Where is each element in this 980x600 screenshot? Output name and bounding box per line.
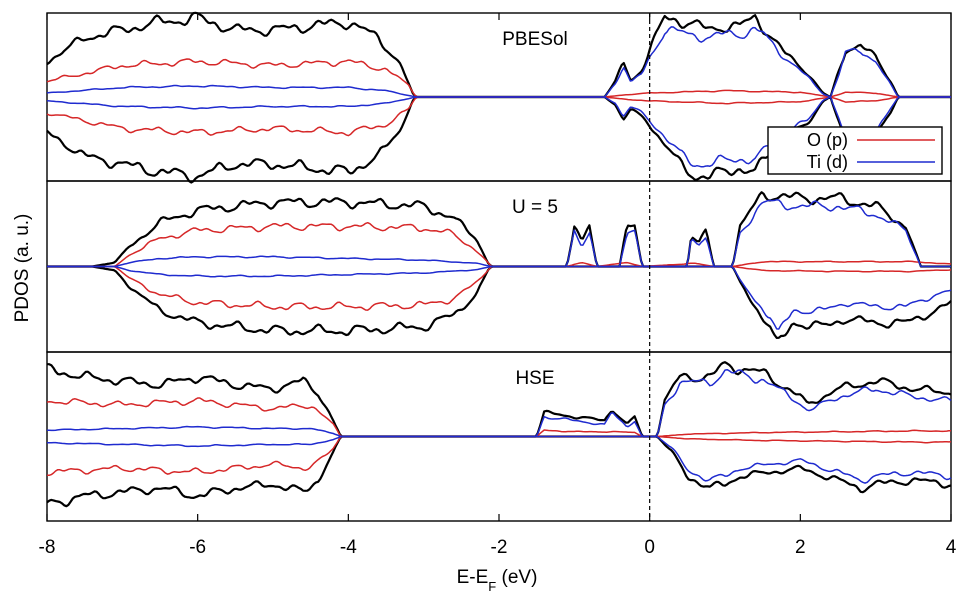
x-axis-label: E-EF (eV) xyxy=(457,567,538,594)
legend: O (p) Ti (d) xyxy=(767,126,943,175)
total-dos-spin-up-line xyxy=(47,361,952,438)
x-tick-label: -4 xyxy=(340,537,357,558)
ti-d-pdos-spin-down-line xyxy=(47,265,952,330)
x-axis-label-main: E-E xyxy=(457,567,489,588)
total-dos-spin-down-line xyxy=(47,265,952,339)
x-tick-label: -2 xyxy=(491,537,508,558)
x-tick-label: 0 xyxy=(644,537,655,558)
panels-layer: PBESol U = 5 HSE xyxy=(46,11,952,522)
o-p-pdos-spin-up-line xyxy=(47,221,952,268)
panel-label: PBESol xyxy=(502,29,567,50)
o-p-pdos-spin-down-line xyxy=(47,435,952,477)
o-p-pdos-spin-down-line xyxy=(47,265,952,311)
x-axis-label-subscript: F xyxy=(488,579,496,594)
x-tick-label: 4 xyxy=(946,537,957,558)
legend-label-op: O (p) xyxy=(807,130,848,150)
panel-2: U = 5 xyxy=(46,180,952,353)
panel-label: HSE xyxy=(515,368,554,389)
o-p-pdos-spin-up-line xyxy=(46,58,951,98)
ti-d-pdos-spin-down-line xyxy=(47,435,952,484)
y-axis-label: PDOS (a. u.) xyxy=(12,214,33,323)
ti-d-pdos-spin-up-line xyxy=(47,199,951,268)
x-tick-label: 2 xyxy=(795,537,806,558)
ti-d-pdos-spin-down-line xyxy=(46,96,951,168)
panel-label: U = 5 xyxy=(512,197,558,218)
legend-box xyxy=(767,126,943,175)
x-axis-label-unit: (eV) xyxy=(496,567,537,588)
x-ticks-layer: -8 -6 -4 -2 0 2 4 xyxy=(39,13,957,558)
panel-3: HSE xyxy=(46,351,952,522)
x-tick-label: -8 xyxy=(39,537,56,558)
legend-label-tid: Ti (d) xyxy=(807,152,848,172)
x-tick-label: -6 xyxy=(189,537,206,558)
total-dos-spin-up-line xyxy=(47,191,951,268)
ti-d-pdos-spin-up-line xyxy=(46,26,951,98)
